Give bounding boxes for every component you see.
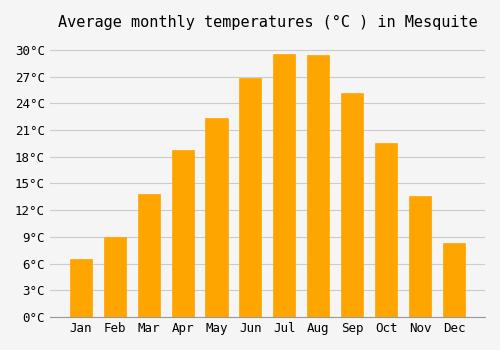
Bar	[70, 259, 92, 317]
Bar	[138, 194, 160, 317]
Bar	[206, 118, 228, 317]
Bar	[409, 196, 432, 317]
Bar	[375, 144, 398, 317]
Bar	[443, 243, 465, 317]
Bar	[342, 93, 363, 317]
Bar	[172, 149, 194, 317]
Bar	[240, 78, 262, 317]
Title: Average monthly temperatures (°C ) in Mesquite: Average monthly temperatures (°C ) in Me…	[58, 15, 478, 30]
Bar	[104, 237, 126, 317]
Bar	[274, 54, 295, 317]
Bar	[308, 55, 330, 317]
